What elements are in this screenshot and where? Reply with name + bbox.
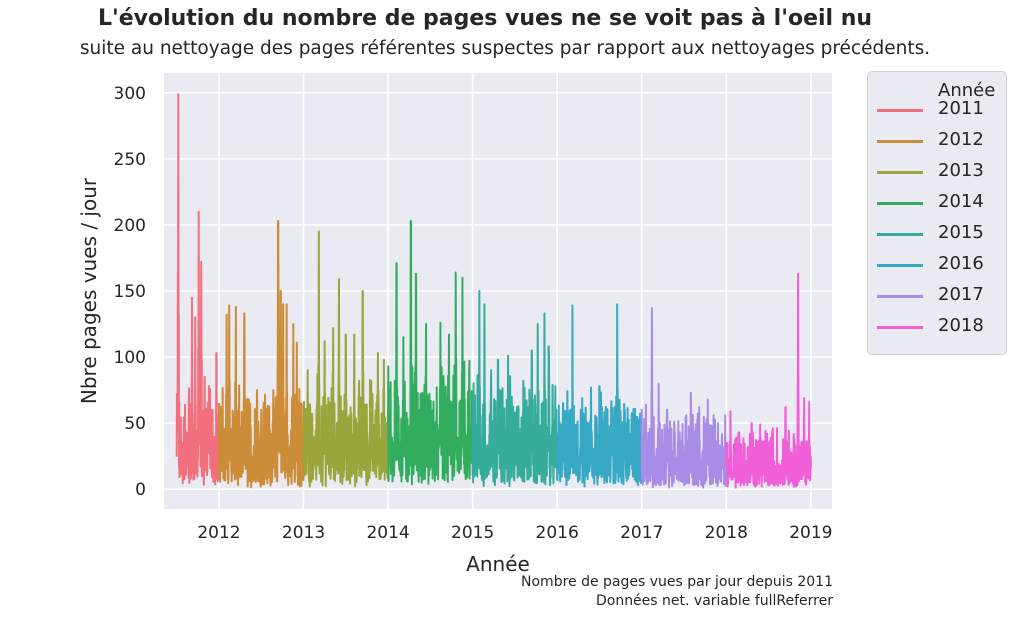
y-tick-label: 300 xyxy=(114,84,146,104)
legend-item-2018: 2018 xyxy=(868,312,1006,340)
series-line-2013 xyxy=(302,230,390,488)
legend-label: 2014 xyxy=(938,191,984,212)
legend-swatch xyxy=(877,233,923,236)
legend-item-2014: 2014 xyxy=(868,188,1006,216)
series-line-2016 xyxy=(556,303,643,488)
chart-subtitle: suite au nettoyage des pages référentes … xyxy=(79,38,931,59)
x-tick-label: 2012 xyxy=(197,523,240,543)
x-tick-label: 2017 xyxy=(620,523,663,543)
legend-item-2017: 2017 xyxy=(868,281,1006,309)
y-tick-label: 250 xyxy=(114,150,146,170)
legend-label: 2016 xyxy=(938,253,984,274)
legend-item-2013: 2013 xyxy=(868,157,1006,185)
series-line-2012 xyxy=(217,219,305,489)
legend-label: 2015 xyxy=(938,222,984,243)
legend-swatch xyxy=(877,326,923,329)
legend-item-2011: 2011 xyxy=(868,95,1006,123)
legend-label: 2018 xyxy=(938,315,984,336)
y-axis-label: Nbre pages vues / jour xyxy=(77,177,101,404)
legend-title: Année xyxy=(938,80,996,101)
caption-line-2: Données net. variable fullReferrer xyxy=(595,593,833,609)
series-line-2014 xyxy=(387,219,474,486)
data-series xyxy=(175,93,812,489)
legend-label: 2012 xyxy=(938,129,984,150)
caption-line-1: Nombre de pages vues par jour depuis 201… xyxy=(521,574,833,590)
legend-swatch xyxy=(877,295,923,298)
legend-item-2012: 2012 xyxy=(868,126,1006,154)
series-line-2015 xyxy=(471,290,559,488)
x-tick-label: 2016 xyxy=(536,523,579,543)
y-tick-label: 200 xyxy=(114,216,146,236)
x-tick-label: 2015 xyxy=(451,523,494,543)
legend-item-2016: 2016 xyxy=(868,250,1006,278)
legend-swatch xyxy=(877,264,923,267)
x-tick-label: 2019 xyxy=(789,523,832,543)
x-tick-label: 2018 xyxy=(705,523,748,543)
legend-label: 2011 xyxy=(938,98,984,119)
x-tick-label: 2014 xyxy=(366,523,409,543)
series-line-2017 xyxy=(640,307,728,489)
x-axis-label: Année xyxy=(466,552,530,576)
caption: Nombre de pages vues par jour depuis 201… xyxy=(521,573,833,611)
legend-label: 2013 xyxy=(938,160,984,181)
chart-title: L'évolution du nombre de pages vues ne s… xyxy=(97,6,873,31)
legend-swatch xyxy=(877,202,923,205)
y-tick-labels: 0 50 100 150 200 250 300 xyxy=(114,84,146,500)
y-tick-label: 0 xyxy=(135,480,146,500)
x-tick-label: 2013 xyxy=(282,523,325,543)
legend-swatch xyxy=(877,109,923,112)
legend-item-2015: 2015 xyxy=(868,219,1006,247)
legend: Année 2011 2012 2013 2014 2015 2016 2017 2018 xyxy=(867,71,1007,355)
y-tick-label: 150 xyxy=(114,282,146,302)
series-line-2011 xyxy=(175,93,221,486)
series-line-2018 xyxy=(725,272,812,489)
x-tick-labels: 2012 2013 2014 2015 2016 2017 2018 2019 xyxy=(197,523,832,543)
y-tick-label: 50 xyxy=(124,414,146,434)
legend-swatch xyxy=(877,140,923,143)
legend-label: 2017 xyxy=(938,284,984,305)
legend-swatch xyxy=(877,171,923,174)
y-tick-label: 100 xyxy=(114,348,146,368)
